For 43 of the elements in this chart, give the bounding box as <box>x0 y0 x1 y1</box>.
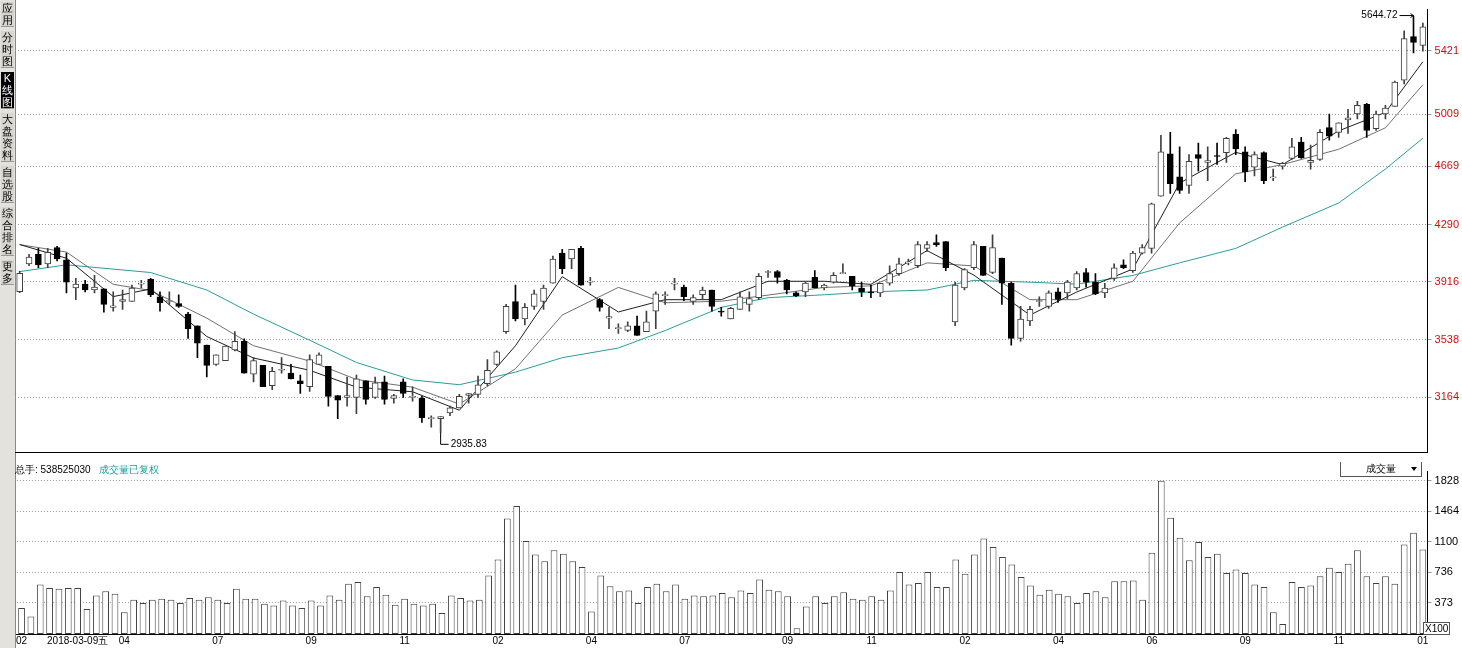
x-tick-label: 07 <box>212 634 224 646</box>
x-tick-label: 09 <box>1239 634 1252 646</box>
annotation: 2935.83 <box>450 438 488 450</box>
text: 自选股 <box>1 166 14 203</box>
x-tick-label: 11 <box>1333 634 1345 646</box>
x-tick-label: 09 <box>305 634 318 646</box>
y-tick-label: 1828 <box>1434 474 1460 487</box>
x-tick-label: 04 <box>585 634 598 646</box>
y-tick-label: 3538 <box>1434 332 1460 345</box>
x-tick-label: 04 <box>118 634 131 646</box>
y-tick-label: 4669 <box>1434 159 1460 172</box>
text: 应用 <box>1 2 14 27</box>
x-tick-label: 11 <box>866 634 878 646</box>
y-tick-label: 1464 <box>1434 504 1460 517</box>
y-tick-label: 736 <box>1434 565 1453 578</box>
x-tick-label: 07 <box>679 634 691 646</box>
y-tick-label: 5421 <box>1434 43 1460 56</box>
y-tick-label: 1100 <box>1434 534 1459 547</box>
x-tick-label: 06 <box>1146 634 1158 646</box>
x-tick-label: 11 <box>399 634 411 646</box>
x-tick-label: 2018-03-09五 <box>47 634 109 646</box>
y-tick-label: 5009 <box>1434 107 1460 120</box>
text: K线图 <box>1 72 14 109</box>
text: 大盘资料 <box>1 113 14 162</box>
x-tick-label: 01 <box>1417 634 1429 646</box>
annotation: 总手: 538525030 <box>15 464 91 475</box>
y-tick-label: 4290 <box>1434 217 1460 230</box>
text: 分时图 <box>1 31 14 68</box>
text: 综合排名 <box>1 207 14 256</box>
annotation: 成交量 <box>1366 463 1396 474</box>
annotation: 5644.72 <box>1361 9 1398 21</box>
x-tick-label: 02 <box>16 634 28 646</box>
y-tick-label: 3916 <box>1434 274 1460 287</box>
annotation: 成交量已复权 <box>98 464 159 475</box>
x-tick-label: 02 <box>959 634 972 646</box>
x-tick-label: 02 <box>492 634 504 646</box>
x-tick-label: 04 <box>1052 634 1065 646</box>
text: 更多 <box>1 260 14 285</box>
x-tick-label: 09 <box>782 634 794 646</box>
y-axis-title: X100 <box>1423 622 1451 635</box>
y-tick-label: 373 <box>1434 595 1453 608</box>
dropdown-field: 成交量 <box>1340 462 1422 477</box>
y-tick-label: 3164 <box>1434 390 1460 403</box>
